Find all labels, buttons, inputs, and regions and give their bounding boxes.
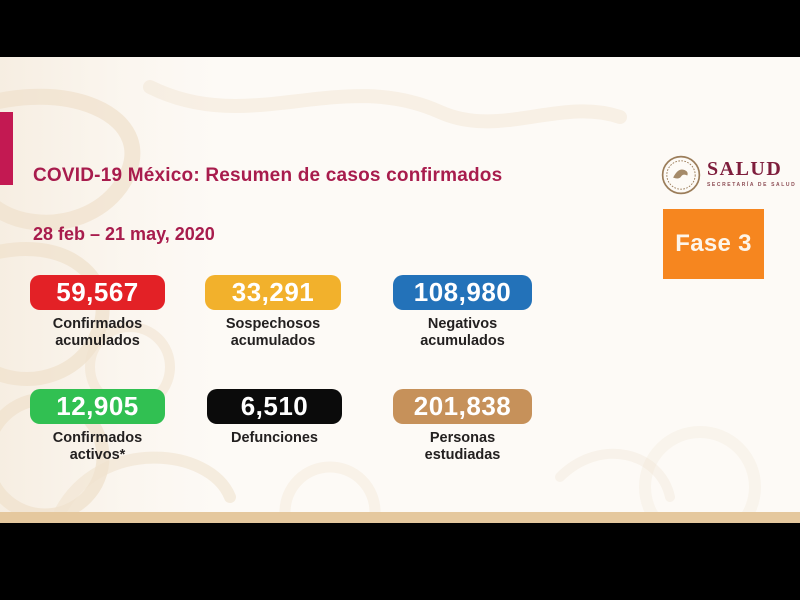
salud-seal-icon — [661, 155, 701, 195]
stat-value: 6,510 — [240, 391, 309, 421]
stat-label: Confirmados acumulados — [52, 316, 143, 349]
stat-label: Sospechosos acumulados — [225, 316, 321, 349]
stat-value-pill: 108,980 — [393, 275, 532, 310]
stat-value: 33,291 — [231, 277, 315, 307]
stat-label: Defunciones — [230, 430, 318, 446]
stat-card-defunciones: 6,510 Defunciones — [207, 389, 342, 447]
stat-label: Confirmados activos* — [52, 430, 143, 463]
stat-card-sospechosos-acumulados: 33,291 Sospechosos acumulados — [205, 275, 341, 350]
stat-value: 59,567 — [56, 277, 139, 307]
phase-badge: Fase 3 — [663, 209, 764, 279]
stat-value-pill: 6,510 — [207, 389, 342, 424]
stat-card-negativos-acumulados: 108,980 Negativos acumulados — [393, 275, 532, 350]
stat-card-confirmados-activos: 12,905 Confirmados activos* — [30, 389, 165, 464]
stat-value-pill: 12,905 — [30, 389, 165, 424]
stat-value: 108,980 — [413, 277, 512, 307]
stat-value: 201,838 — [413, 391, 512, 421]
slide-content: COVID-19 México: Resumen de casos confir… — [0, 57, 800, 512]
logo-wordmark: SALUD — [707, 158, 783, 180]
stat-value: 12,905 — [56, 391, 139, 421]
bottom-accent-stripe — [0, 512, 800, 523]
page-title: COVID-19 México: Resumen de casos confir… — [33, 165, 503, 186]
stat-value-pill: 59,567 — [30, 275, 165, 310]
salud-logo: SALUD SECRETARÍA DE SALUD — [660, 154, 796, 196]
stat-label: Negativos acumulados — [420, 316, 505, 349]
left-accent-bar — [0, 112, 13, 185]
stat-label: Personas estudiadas — [424, 430, 501, 463]
stat-card-confirmados-acumulados: 59,567 Confirmados acumulados — [30, 275, 165, 350]
bottom-letterbox — [0, 523, 800, 600]
stat-value-pill: 201,838 — [393, 389, 532, 424]
salud-logo-text: SALUD SECRETARÍA DE SALUD — [707, 154, 796, 188]
stat-card-personas-estudiadas: 201,838 Personas estudiadas — [393, 389, 532, 464]
date-range: 28 feb – 21 may, 2020 — [33, 224, 215, 244]
logo-subtitle: SECRETARÍA DE SALUD — [707, 182, 797, 188]
stat-value-pill: 33,291 — [205, 275, 341, 310]
top-letterbox — [0, 0, 800, 57]
